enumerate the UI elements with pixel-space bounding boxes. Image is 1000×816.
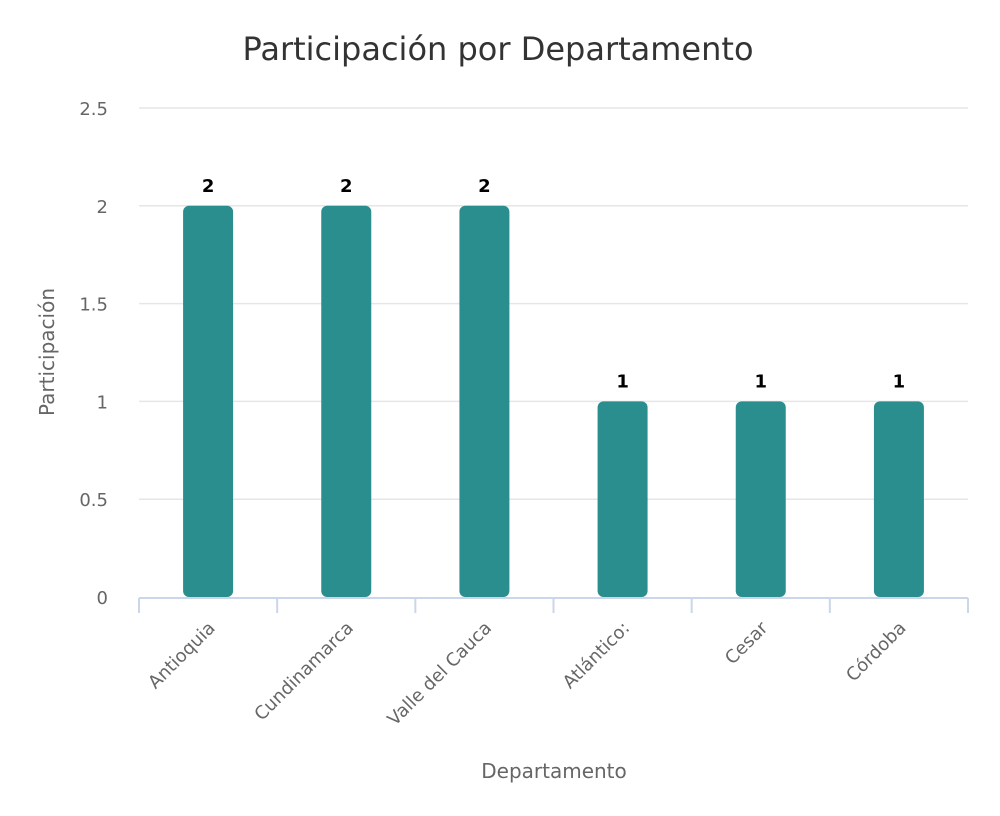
data-labels: 2 2 2 1 1 1 <box>202 176 905 393</box>
bar-data-label: 1 <box>754 371 767 392</box>
x-axis: Antioquia Cundinamarca Valle del Cauca Atlá… <box>138 597 969 730</box>
chart-title: Participación por Departamento <box>242 30 753 68</box>
bars <box>183 205 924 598</box>
y-tick-label: 1.5 <box>79 295 108 316</box>
bar-data-label: 1 <box>616 371 629 392</box>
bar-data-label: 1 <box>893 371 906 392</box>
bar-data-label: 2 <box>478 176 491 197</box>
x-axis-title: Departamento <box>481 759 627 783</box>
bar <box>873 401 924 597</box>
y-tick-label: 1 <box>97 392 108 413</box>
bar <box>183 205 234 598</box>
x-tick-label: Córdoba <box>842 618 910 686</box>
bar <box>459 205 510 598</box>
bar <box>597 401 648 597</box>
x-tick-label: Atlántico: <box>559 618 634 693</box>
bar-data-label: 2 <box>202 176 215 197</box>
bar <box>735 401 786 597</box>
bar-data-label: 2 <box>340 176 353 197</box>
x-tick-label: Valle del Cauca <box>384 618 496 730</box>
y-axis-title: Participación <box>35 288 59 416</box>
grid-lines <box>139 107 968 500</box>
y-axis-ticks: 0 0.5 1 1.5 2 2.5 <box>79 99 108 609</box>
bar <box>321 205 372 598</box>
x-tick-label: Antioquia <box>144 618 219 693</box>
y-tick-label: 2 <box>97 197 108 218</box>
x-tick-label: Cesar <box>721 617 773 669</box>
y-tick-label: 2.5 <box>79 99 108 120</box>
y-tick-label: 0.5 <box>79 490 108 511</box>
x-tick-label: Cundinamarca <box>250 618 357 725</box>
y-tick-label: 0 <box>97 588 108 609</box>
